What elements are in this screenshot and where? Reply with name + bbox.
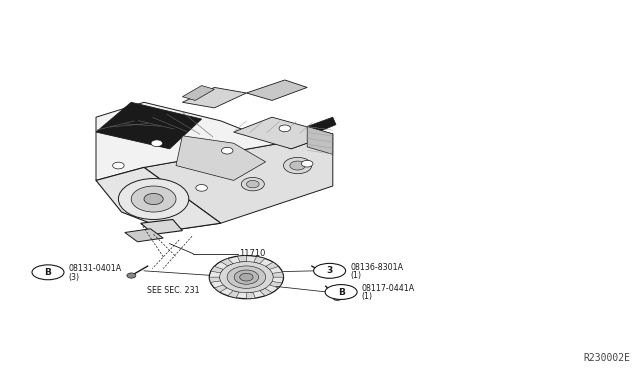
Polygon shape bbox=[307, 117, 336, 134]
Circle shape bbox=[127, 273, 136, 278]
Circle shape bbox=[118, 179, 189, 219]
Ellipse shape bbox=[32, 265, 64, 280]
Polygon shape bbox=[96, 102, 202, 149]
Polygon shape bbox=[182, 86, 214, 100]
Text: R230002E: R230002E bbox=[584, 353, 630, 363]
Polygon shape bbox=[246, 80, 307, 100]
Polygon shape bbox=[176, 136, 266, 180]
Polygon shape bbox=[141, 219, 182, 234]
Polygon shape bbox=[125, 229, 163, 242]
Polygon shape bbox=[228, 291, 239, 298]
Polygon shape bbox=[221, 259, 233, 266]
Text: B: B bbox=[45, 268, 51, 277]
Polygon shape bbox=[96, 167, 221, 231]
Text: (3): (3) bbox=[68, 273, 79, 282]
Circle shape bbox=[333, 295, 342, 301]
Text: 08136-8301A: 08136-8301A bbox=[350, 263, 403, 272]
Text: 3: 3 bbox=[326, 266, 333, 275]
Circle shape bbox=[151, 140, 163, 147]
Polygon shape bbox=[144, 134, 333, 223]
Circle shape bbox=[227, 266, 266, 288]
Polygon shape bbox=[209, 277, 220, 282]
Circle shape bbox=[221, 147, 233, 154]
Polygon shape bbox=[211, 266, 223, 273]
Polygon shape bbox=[96, 167, 221, 231]
Text: 08131-0401A: 08131-0401A bbox=[68, 264, 122, 273]
Circle shape bbox=[290, 161, 305, 170]
Text: (1): (1) bbox=[362, 292, 372, 301]
Polygon shape bbox=[237, 256, 246, 262]
Circle shape bbox=[144, 193, 163, 205]
Polygon shape bbox=[269, 282, 282, 288]
Polygon shape bbox=[234, 117, 333, 149]
Text: (1): (1) bbox=[350, 271, 361, 280]
Circle shape bbox=[279, 125, 291, 132]
Circle shape bbox=[324, 273, 333, 278]
Circle shape bbox=[209, 256, 284, 299]
Text: B: B bbox=[338, 288, 344, 296]
Circle shape bbox=[241, 177, 264, 191]
Polygon shape bbox=[246, 292, 255, 299]
Circle shape bbox=[301, 160, 313, 167]
Polygon shape bbox=[260, 288, 272, 296]
Circle shape bbox=[234, 270, 259, 284]
Text: SEE SEC. 231: SEE SEC. 231 bbox=[147, 286, 200, 295]
Text: 11710: 11710 bbox=[239, 249, 266, 258]
Polygon shape bbox=[273, 272, 284, 277]
Circle shape bbox=[131, 186, 176, 212]
Polygon shape bbox=[214, 285, 227, 292]
Circle shape bbox=[113, 162, 124, 169]
Polygon shape bbox=[254, 256, 265, 264]
Ellipse shape bbox=[325, 285, 357, 299]
Circle shape bbox=[240, 273, 253, 281]
Text: 08117-0441A: 08117-0441A bbox=[362, 284, 415, 293]
Circle shape bbox=[220, 262, 273, 293]
Circle shape bbox=[246, 180, 259, 188]
Circle shape bbox=[284, 157, 312, 174]
Polygon shape bbox=[307, 126, 333, 154]
Polygon shape bbox=[182, 87, 246, 108]
Polygon shape bbox=[266, 262, 278, 269]
Ellipse shape bbox=[314, 263, 346, 278]
Circle shape bbox=[196, 185, 207, 191]
Polygon shape bbox=[96, 102, 333, 180]
